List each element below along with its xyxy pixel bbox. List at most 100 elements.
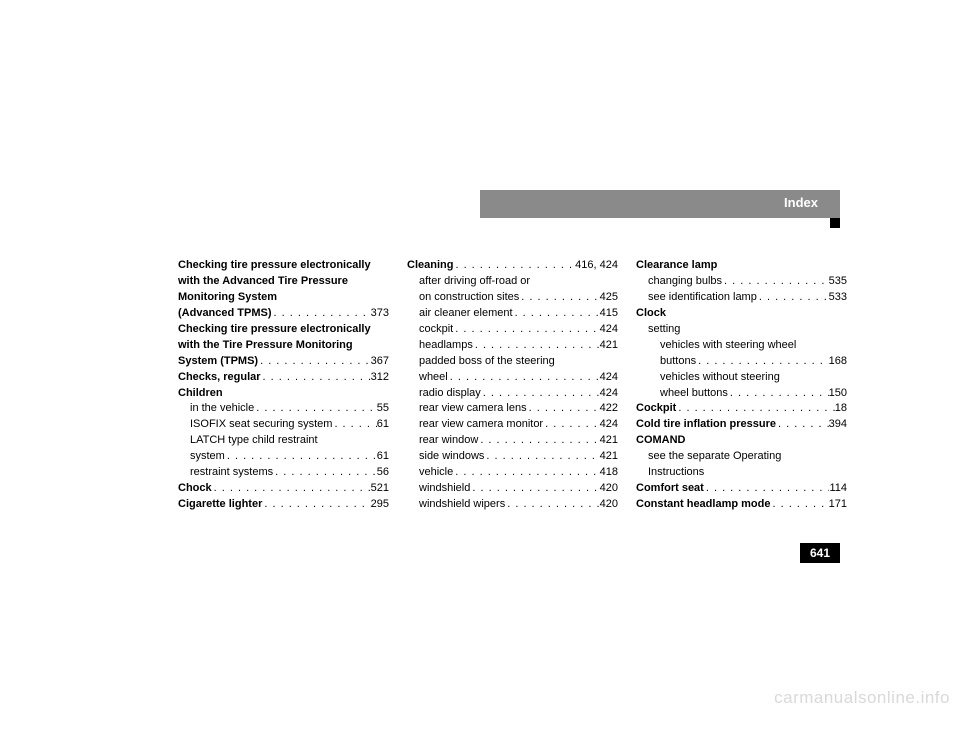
index-entry-label: in the vehicle (190, 401, 254, 417)
index-entry: Monitoring System (178, 290, 389, 306)
index-entry-page: 168 (829, 354, 847, 370)
index-entry-page: 533 (829, 290, 847, 306)
index-entry-label: system (190, 449, 225, 465)
index-entry: wheel . . . . . . . . . . . . . . . . . … (407, 370, 618, 386)
index-entry: headlamps . . . . . . . . . . . . . . . … (407, 338, 618, 354)
index-entry-label: Monitoring System (178, 290, 277, 306)
index-entry-label: ISOFIX seat securing system (190, 417, 332, 433)
index-entry: Children (178, 386, 389, 402)
index-entry-dots: . . . . . . . . . . . . . . . . . . . . … (470, 481, 599, 497)
index-entry-page: 171 (829, 497, 847, 513)
index-entry: Cockpit . . . . . . . . . . . . . . . . … (636, 401, 847, 417)
index-entry-page: 394 (829, 417, 847, 433)
index-entry-page: 312 (371, 370, 389, 386)
index-entry: air cleaner element . . . . . . . . . . … (407, 306, 618, 322)
index-entry: with the Tire Pressure Monitoring (178, 338, 389, 354)
index-entry: LATCH type child restraint (178, 433, 389, 449)
index-entry: vehicles without steering (636, 370, 847, 386)
index-entry-dots: . . . . . . . . . . . . . . . . . . . . … (261, 370, 371, 386)
index-header-bar: Index (480, 190, 840, 218)
index-entry-page: 416, 424 (575, 258, 618, 274)
index-entry: cockpit . . . . . . . . . . . . . . . . … (407, 322, 618, 338)
index-entry: on construction sites . . . . . . . . . … (407, 290, 618, 306)
index-entry-label: COMAND (636, 433, 686, 449)
index-entry-label: radio display (419, 386, 481, 402)
index-entry-dots: . . . . . . . . . . . . . . . . . . . . … (332, 417, 376, 433)
index-entry-dots: . . . . . . . . . . . . . . . . . . . . … (519, 290, 599, 306)
index-entry-dots: . . . . . . . . . . . . . . . . . . . . … (696, 354, 829, 370)
index-entry-label: see the separate Operating (648, 449, 781, 465)
index-entry-label: rear view camera monitor (419, 417, 543, 433)
index-entry-label: Constant headlamp mode (636, 497, 770, 513)
index-entry-label: buttons (660, 354, 696, 370)
index-entry: Checks, regular . . . . . . . . . . . . … (178, 370, 389, 386)
index-entry: Cleaning . . . . . . . . . . . . . . . .… (407, 258, 618, 274)
index-column-3: Clearance lampchanging bulbs . . . . . .… (636, 258, 847, 513)
index-entry: Chock . . . . . . . . . . . . . . . . . … (178, 481, 389, 497)
index-entry: padded boss of the steering (407, 354, 618, 370)
index-entry-label: Children (178, 386, 223, 402)
index-entry-dots: . . . . . . . . . . . . . . . . . . . . … (478, 433, 599, 449)
index-entry: rear view camera monitor . . . . . . . .… (407, 417, 618, 433)
index-entry: rear window . . . . . . . . . . . . . . … (407, 433, 618, 449)
index-entry-page: 367 (371, 354, 389, 370)
index-entry-dots: . . . . . . . . . . . . . . . . . . . . … (273, 465, 377, 481)
index-entry: in the vehicle . . . . . . . . . . . . .… (178, 401, 389, 417)
index-entry-dots: . . . . . . . . . . . . . . . . . . . . … (453, 465, 599, 481)
index-entry-dots: . . . . . . . . . . . . . . . . . . . . … (262, 497, 370, 513)
index-entry: rear view camera lens . . . . . . . . . … (407, 401, 618, 417)
index-entry: changing bulbs . . . . . . . . . . . . .… (636, 274, 847, 290)
index-entry-dots: . . . . . . . . . . . . . . . . . . . . … (258, 354, 371, 370)
index-entry-label: LATCH type child restraint (190, 433, 318, 449)
index-entry-page: 114 (829, 481, 847, 497)
index-entry-dots: . . . . . . . . . . . . . . . . . . . . … (448, 370, 600, 386)
index-entry-dots: . . . . . . . . . . . . . . . . . . . . … (776, 417, 829, 433)
index-entry-label: on construction sites (419, 290, 519, 306)
index-entry-label: Checking tire pressure electronically (178, 258, 371, 274)
index-entry-label: Cigarette lighter (178, 497, 262, 513)
index-entry: Constant headlamp mode . . . . . . . . .… (636, 497, 847, 513)
index-entry: Cold tire inflation pressure . . . . . .… (636, 417, 847, 433)
index-entry-dots: . . . . . . . . . . . . . . . . . . . . … (212, 481, 371, 497)
index-entry-page: 415 (600, 306, 618, 322)
index-entry-page: 424 (600, 322, 618, 338)
index-entry-label: air cleaner element (419, 306, 513, 322)
index-entry: Comfort seat . . . . . . . . . . . . . .… (636, 481, 847, 497)
index-entry: system . . . . . . . . . . . . . . . . .… (178, 449, 389, 465)
index-entry-label: Chock (178, 481, 212, 497)
index-entry: Clock (636, 306, 847, 322)
index-entry-dots: . . . . . . . . . . . . . . . . . . . . … (453, 258, 575, 274)
index-entry-label: windshield (419, 481, 470, 497)
index-entry-label: headlamps (419, 338, 473, 354)
index-entry: restraint systems . . . . . . . . . . . … (178, 465, 389, 481)
index-content: Checking tire pressure electronically wit… (178, 258, 830, 513)
index-entry: windshield wipers . . . . . . . . . . . … (407, 497, 618, 513)
index-entry-dots: . . . . . . . . . . . . . . . . . . . . … (704, 481, 830, 497)
index-entry: buttons . . . . . . . . . . . . . . . . … (636, 354, 847, 370)
index-entry-label: changing bulbs (648, 274, 722, 290)
index-entry-page: 295 (371, 497, 389, 513)
index-entry-label: rear window (419, 433, 478, 449)
index-entry-label: Clearance lamp (636, 258, 717, 274)
index-entry-page: 150 (829, 386, 847, 402)
index-entry-dots: . . . . . . . . . . . . . . . . . . . . … (453, 322, 599, 338)
index-entry-page: 56 (377, 465, 389, 481)
index-entry-label: vehicles without steering (660, 370, 780, 386)
index-entry: System (TPMS) . . . . . . . . . . . . . … (178, 354, 389, 370)
index-entry-label: windshield wipers (419, 497, 505, 513)
index-entry-label: Cockpit (636, 401, 676, 417)
index-entry-label: padded boss of the steering (419, 354, 555, 370)
index-entry-dots: . . . . . . . . . . . . . . . . . . . . … (473, 338, 600, 354)
index-entry-page: 18 (835, 401, 847, 417)
index-entry-page: 420 (600, 497, 618, 513)
index-entry-page: 55 (377, 401, 389, 417)
index-entry-dots: . . . . . . . . . . . . . . . . . . . . … (254, 401, 377, 417)
index-entry-label: (Advanced TPMS) (178, 306, 272, 322)
index-entry-page: 420 (600, 481, 618, 497)
index-entry: windshield . . . . . . . . . . . . . . .… (407, 481, 618, 497)
index-entry-page: 421 (600, 338, 618, 354)
index-header-title: Index (784, 195, 818, 210)
header-corner-marker (830, 218, 840, 228)
index-entry-page: 535 (829, 274, 847, 290)
index-entry: COMAND (636, 433, 847, 449)
